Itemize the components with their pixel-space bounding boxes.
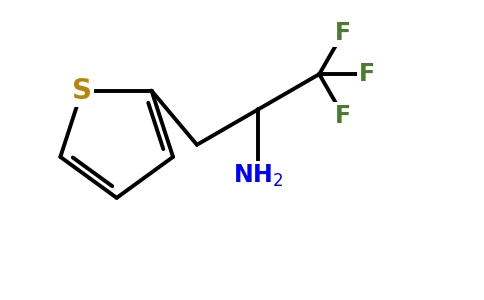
Text: NH$_2$: NH$_2$ [233, 163, 283, 189]
Text: F: F [359, 62, 375, 86]
Text: S: S [72, 77, 92, 105]
Text: F: F [335, 21, 351, 45]
Text: F: F [335, 103, 351, 127]
